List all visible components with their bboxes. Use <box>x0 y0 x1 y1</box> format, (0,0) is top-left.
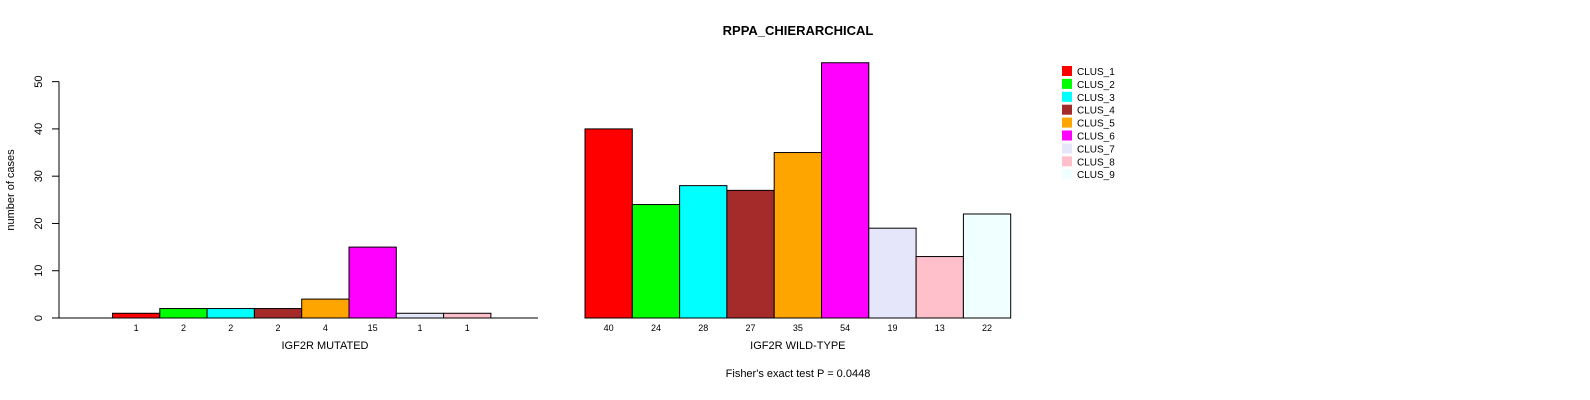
bar-clus-5 <box>301 298 350 319</box>
bar-clus-6 <box>821 62 870 319</box>
bar-clus-2 <box>631 204 681 319</box>
bar-count-label: 2 <box>276 323 281 333</box>
bar-clus-8 <box>443 312 492 319</box>
bars: 1 2 2 2 4 15 1 1 40 24 28 27 35 54 19 13 22 <box>59 62 1012 333</box>
bar-clus-6 <box>348 246 397 319</box>
legend-swatch <box>1062 156 1072 167</box>
legend-item: CLUS_6 <box>1062 130 1115 143</box>
legend-label: CLUS_1 <box>1077 67 1115 78</box>
bar-clus-7 <box>395 312 445 319</box>
y-tick-label: 40 <box>33 123 45 135</box>
legend-label: CLUS_3 <box>1077 93 1115 104</box>
bar-count-label: 13 <box>935 323 945 333</box>
legend-label: CLUS_9 <box>1077 170 1115 181</box>
legend-swatch <box>1062 104 1072 115</box>
legend-swatch <box>1062 143 1072 154</box>
legend-item: CLUS_5 <box>1062 117 1115 130</box>
bar-group-2: 40 24 28 27 35 54 19 13 22 <box>584 62 1012 333</box>
group-label: IGF2R WILD-TYPE <box>750 340 845 352</box>
legend-label: CLUS_6 <box>1077 132 1115 143</box>
bar-count-label: 27 <box>746 323 756 333</box>
legend-swatch <box>1062 169 1072 180</box>
bar-count-label: 35 <box>793 323 803 333</box>
legend: CLUS_1CLUS_2CLUS_3CLUS_4CLUS_5CLUS_6CLUS… <box>1062 66 1115 181</box>
bar-count-label: 1 <box>417 323 422 333</box>
group-labels: IGF2R MUTATED IGF2R WILD-TYPE <box>282 340 846 352</box>
legend-item: CLUS_8 <box>1062 156 1115 168</box>
legend-item: CLUS_1 <box>1062 66 1115 78</box>
bar-clus-9 <box>962 213 1012 319</box>
bar-clus-1 <box>112 312 161 319</box>
legend-label: CLUS_5 <box>1077 119 1115 130</box>
legend-item: CLUS_7 <box>1062 143 1115 155</box>
legend-item: CLUS_3 <box>1062 91 1115 104</box>
bar-clus-7 <box>868 227 917 319</box>
bar-clus-8 <box>915 256 964 319</box>
y-axis-label: number of cases <box>5 149 17 231</box>
legend-item: CLUS_4 <box>1062 104 1115 117</box>
legend-swatch <box>1062 130 1072 141</box>
legend-swatch <box>1062 78 1072 89</box>
bar-count-label: 2 <box>228 323 233 333</box>
bar-clus-5 <box>773 152 823 319</box>
bar-clus-1 <box>584 128 633 319</box>
bar-clus-4 <box>253 308 303 319</box>
group-label: IGF2R MUTATED <box>282 340 369 352</box>
fisher-test-footer: Fisher's exact test P = 0.0448 <box>726 368 871 380</box>
legend-label: CLUS_7 <box>1077 144 1115 155</box>
bar-count-label: 15 <box>368 323 378 333</box>
legend-item: CLUS_9 <box>1062 169 1115 181</box>
bar-clus-3 <box>206 308 255 319</box>
bar-count-label: 54 <box>840 323 850 333</box>
legend-swatch <box>1062 117 1072 128</box>
bar-clus-2 <box>159 308 208 319</box>
bar-clus-3 <box>679 185 728 319</box>
bar-group-1: 1 2 2 2 4 15 1 1 <box>59 246 538 333</box>
bar-count-label: 19 <box>887 323 897 333</box>
y-tick-label: 30 <box>33 170 45 182</box>
bar-count-label: 28 <box>698 323 708 333</box>
bar-count-label: 22 <box>982 323 992 333</box>
bar-count-label: 2 <box>181 323 186 333</box>
chart-title: RPPA_CHIERARCHICAL <box>723 23 874 38</box>
legend-swatch <box>1062 91 1072 102</box>
y-tick-label: 50 <box>33 76 45 88</box>
legend-swatch <box>1062 66 1072 76</box>
bar-count-label: 40 <box>604 323 614 333</box>
y-tick-label: 0 <box>33 315 45 321</box>
y-tick-label: 10 <box>33 265 45 277</box>
bar-count-label: 4 <box>323 323 328 333</box>
legend-label: CLUS_8 <box>1077 157 1115 168</box>
legend-label: CLUS_2 <box>1077 80 1115 91</box>
y-axis: 0 10 20 30 40 50 <box>33 76 60 321</box>
bar-count-label: 1 <box>465 323 470 333</box>
legend-item: CLUS_2 <box>1062 78 1115 91</box>
bar-count-label: 24 <box>651 323 661 333</box>
legend-label: CLUS_4 <box>1077 106 1115 117</box>
y-tick-label: 20 <box>33 217 45 229</box>
bar-clus-4 <box>726 189 775 319</box>
bar-count-label: 1 <box>134 323 139 333</box>
